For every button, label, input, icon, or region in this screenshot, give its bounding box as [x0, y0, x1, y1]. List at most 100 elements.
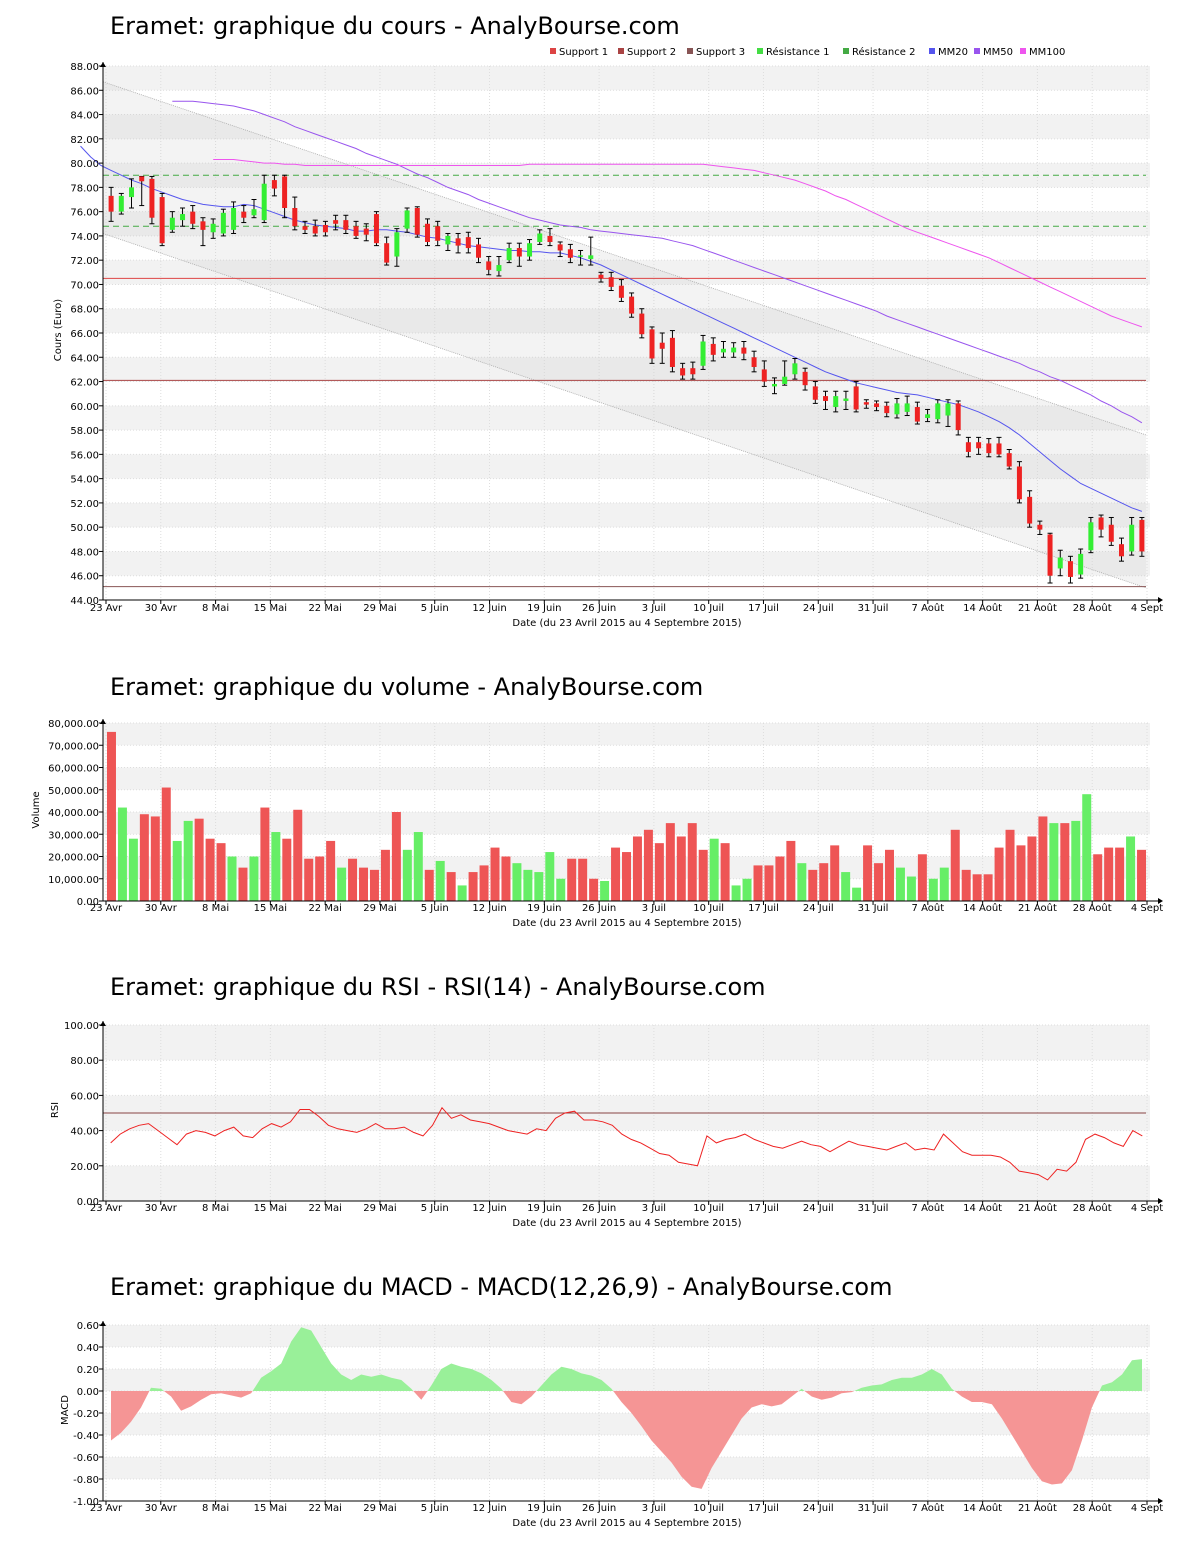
volume-xtick-label: 23 Avr — [90, 903, 123, 914]
candle-down — [159, 197, 165, 244]
price-x-axis-label: Date (du 23 Avril 2015 au 4 Septembre 20… — [512, 618, 741, 629]
candle-up — [180, 214, 186, 221]
rsi-ytick-label: 60.00 — [70, 1091, 99, 1102]
macd-y-axis-label: MACD — [60, 1395, 71, 1425]
macd-xtick-label: 3 Juil — [642, 1503, 666, 1514]
candle-up — [1088, 522, 1094, 551]
volume-x-axis-label: Date (du 23 Avril 2015 au 4 Septembre 20… — [512, 918, 741, 929]
volume-xtick-label: 24 Juil — [803, 903, 834, 914]
macd-chart: Eramet: graphique du MACD - MACD(12,26,9… — [60, 1273, 1163, 1529]
volume-bar — [271, 832, 281, 901]
macd-positive-area — [1099, 1359, 1142, 1391]
volume-bar — [1027, 836, 1037, 901]
candle-down — [669, 337, 675, 367]
volume-bar — [884, 849, 894, 901]
candle-down — [649, 329, 655, 359]
price-band — [103, 211, 1150, 236]
legend-label: Support 2 — [627, 47, 676, 58]
volume-bar — [1082, 794, 1092, 901]
volume-bar — [172, 840, 182, 901]
price-moving-averages — [80, 100, 1143, 512]
rsi-ytick-label: 20.00 — [70, 1162, 99, 1173]
trend-channel-fill — [103, 81, 1146, 588]
candle-down — [680, 368, 686, 376]
rsi-xtick-label: 30 Avr — [145, 1203, 178, 1214]
macd-negative-area — [954, 1391, 1100, 1485]
price-xtick-label: 21 Août — [1018, 602, 1057, 614]
macd-xtick-label: 31 Juil — [858, 1503, 889, 1514]
candle-down — [1108, 524, 1114, 542]
rsi-xtick-label: 7 Août — [912, 1202, 945, 1214]
rsi-xtick-label: 24 Juil — [803, 1203, 834, 1214]
volume-bar — [622, 852, 631, 901]
price-ytick-label: 44.00 — [70, 596, 99, 607]
price-xtick-label: 14 Août — [963, 602, 1002, 614]
macd-positive-area — [427, 1363, 503, 1391]
candle-down — [424, 223, 430, 242]
macd-xtick-label: 4 Sept — [1131, 1503, 1163, 1514]
candle-up — [231, 207, 237, 230]
macd-chart-title: Eramet: graphique du MACD - MACD(12,26,9… — [110, 1273, 892, 1301]
rsi-xtick-label: 12 Juin — [472, 1203, 506, 1214]
rsi-xtick-label: 10 Juil — [693, 1203, 724, 1214]
candle-up — [792, 363, 798, 375]
candle-up — [731, 347, 737, 353]
candle-down — [455, 238, 461, 246]
macd-ytick-label: -0.20 — [73, 1409, 99, 1420]
rsi-xtick-label: 14 Août — [963, 1202, 1002, 1214]
legend-swatch — [974, 48, 980, 54]
macd-xtick-label: 22 Mai — [308, 1503, 341, 1514]
macd-xtick-label: 30 Avr — [145, 1503, 178, 1514]
volume-bar — [435, 860, 445, 901]
candle-down — [1027, 496, 1033, 524]
candle-down — [863, 402, 869, 405]
candle-down — [108, 195, 114, 212]
rsi-xtick-label: 5 Juin — [421, 1203, 449, 1214]
volume-bar — [950, 829, 960, 901]
volume-bar — [928, 878, 938, 901]
price-xtick-label: 3 Juil — [642, 603, 666, 614]
rsi-band — [103, 1025, 1150, 1061]
price-ytick-label: 74.00 — [70, 232, 99, 243]
volume-bar — [490, 847, 500, 901]
volume-bar — [786, 840, 796, 901]
volume-xtick-label: 26 Juin — [582, 903, 616, 914]
macd-xtick-label: 23 Avr — [90, 1503, 123, 1514]
volume-xtick-label: 4 Sept — [1131, 903, 1163, 914]
volume-xtick-label: 14 Août — [963, 902, 1002, 914]
price-xtick-label: 12 Juin — [472, 603, 506, 614]
volume-ytick-label: 70,000.00 — [48, 741, 99, 752]
macd-positive-area — [854, 1369, 955, 1391]
candle-up — [720, 348, 726, 353]
price-ytick-label: 56.00 — [70, 450, 99, 461]
macd-positive-area — [252, 1327, 414, 1391]
volume-bar — [1060, 823, 1070, 901]
candle-up — [527, 243, 533, 257]
rsi-line — [103, 1106, 1146, 1181]
candle-up — [894, 403, 900, 415]
rsi-x-axis-label: Date (du 23 Avril 2015 au 4 Septembre 20… — [512, 1218, 741, 1229]
price-ytick-label: 88.00 — [70, 62, 99, 73]
volume-bar — [1071, 820, 1081, 901]
candle-up — [506, 248, 512, 261]
rsi-series-line — [110, 1106, 1143, 1181]
price-band — [103, 66, 1150, 91]
candle-down — [965, 442, 971, 452]
volume-xtick-label: 30 Avr — [145, 903, 178, 914]
price-candles — [108, 174, 1145, 584]
candle-down — [1006, 453, 1012, 467]
price-xtick-label: 17 Juil — [748, 603, 779, 614]
volume-xtick-label: 3 Juil — [642, 903, 666, 914]
price-ytick-label: 70.00 — [70, 280, 99, 291]
candle-down — [853, 386, 859, 410]
candle-up — [833, 396, 839, 408]
volume-bar — [337, 867, 347, 901]
macd-ytick-label: -0.40 — [73, 1431, 99, 1442]
volume-bar — [523, 869, 533, 901]
candle-down — [241, 211, 247, 218]
volume-bar — [161, 787, 171, 901]
candle-down — [598, 274, 604, 279]
legend-label: Support 1 — [559, 47, 608, 58]
price-xtick-label: 4 Sept — [1131, 603, 1163, 614]
price-ytick-label: 54.00 — [70, 475, 99, 486]
